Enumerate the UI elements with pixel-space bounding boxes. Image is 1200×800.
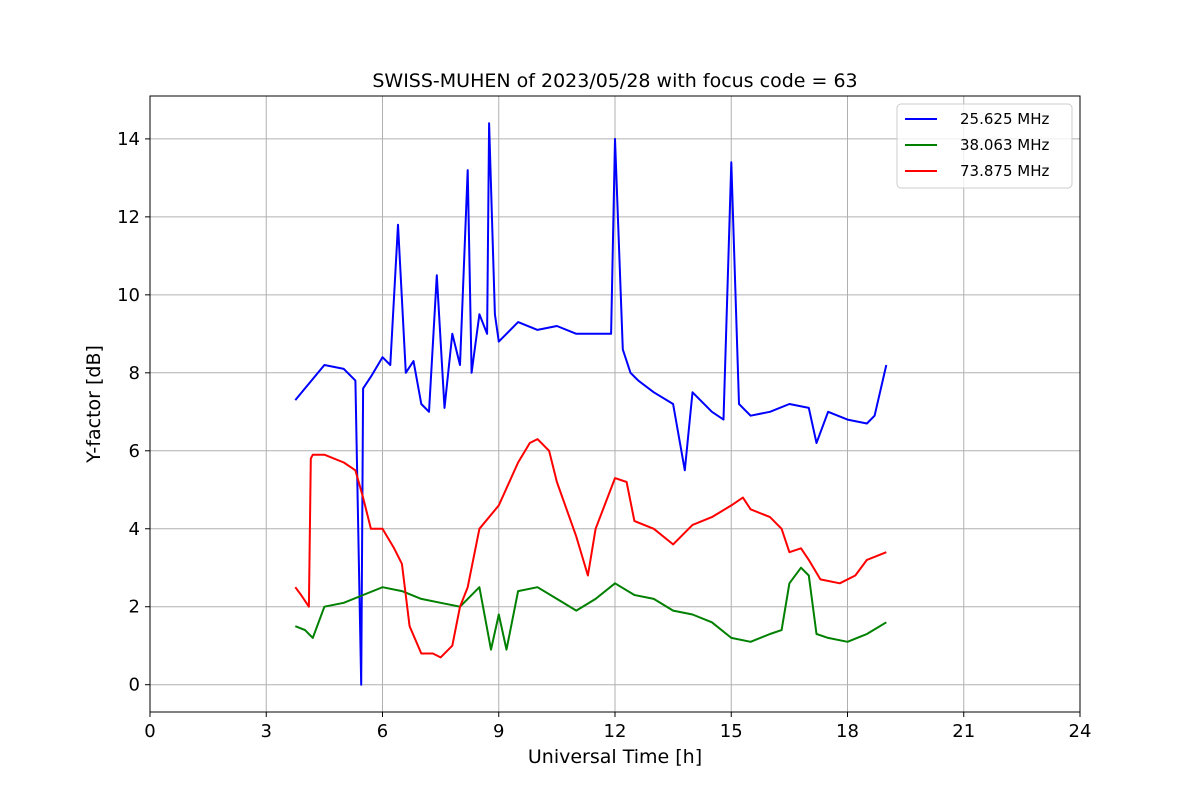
y-tick-label: 12 [117, 207, 140, 228]
series-layer [294, 122, 888, 686]
y-tick-label: 2 [129, 597, 140, 618]
chart-title: SWISS-MUHEN of 2023/05/28 with focus cod… [372, 70, 857, 92]
x-tick-label: 3 [261, 721, 272, 742]
series-line-1 [294, 122, 888, 686]
y-tick-label: 14 [117, 129, 140, 150]
y-tick-label: 4 [129, 519, 140, 540]
x-tick-label: 21 [952, 721, 975, 742]
y-tick-label: 6 [129, 441, 140, 462]
y-tick-label: 10 [117, 285, 140, 306]
legend-label-1: 25.625 MHz [960, 110, 1049, 128]
x-tick-label: 0 [144, 721, 155, 742]
series-line-3 [294, 438, 887, 659]
x-tick-label: 24 [1069, 721, 1092, 742]
x-tick-label: 12 [604, 721, 627, 742]
legend: 25.625 MHz 38.063 MHz 73.875 MHz [896, 103, 1073, 189]
x-axis-title: Universal Time [h] [528, 746, 702, 768]
series-line-2 [294, 566, 887, 651]
legend-label-3: 73.875 MHz [960, 162, 1049, 180]
x-tick-label: 15 [720, 721, 743, 742]
y-axis-title: Y-factor [dB] [83, 345, 105, 464]
legend-box [896, 103, 1073, 189]
y-tick-label: 0 [129, 675, 140, 696]
x-tick-label: 6 [377, 721, 388, 742]
x-tick-label: 18 [836, 721, 859, 742]
legend-label-2: 38.063 MHz [960, 136, 1049, 154]
y-tick-label: 8 [129, 363, 140, 384]
x-tick-label: 9 [493, 721, 504, 742]
